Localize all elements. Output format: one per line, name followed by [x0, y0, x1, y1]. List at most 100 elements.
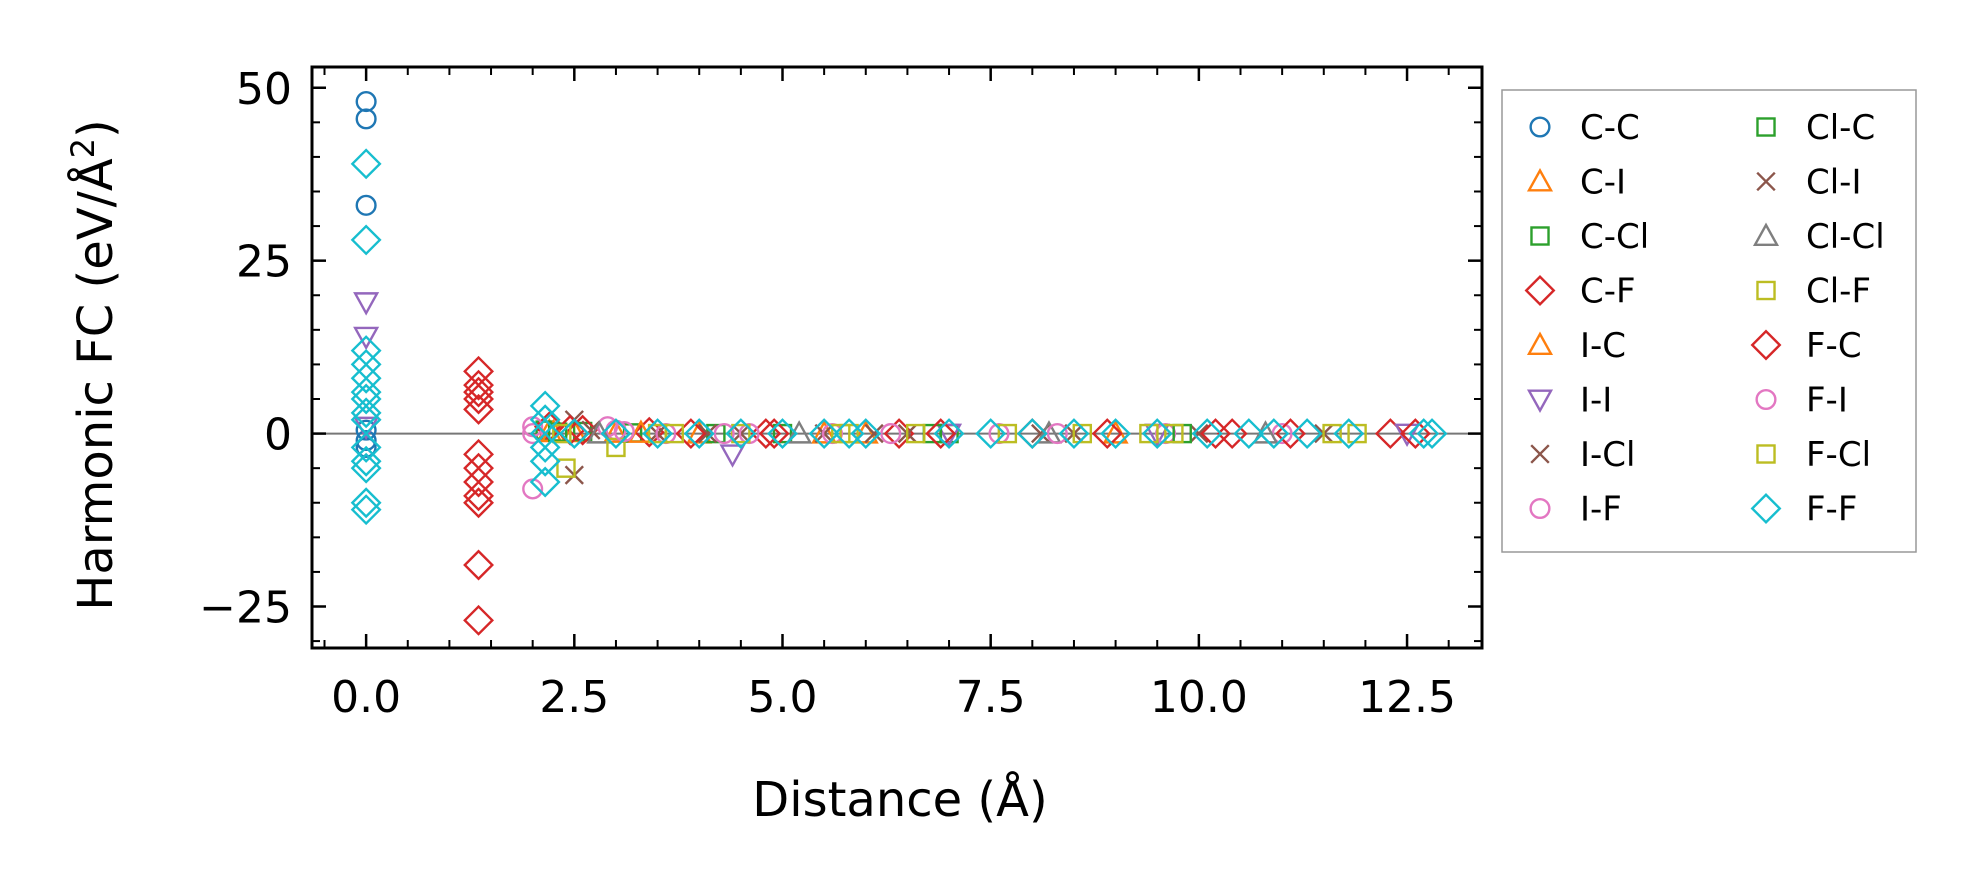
data-point-i-i — [719, 444, 746, 468]
y-axis-label-close: ) — [68, 119, 124, 138]
data-point-f-f — [529, 466, 561, 498]
data-point-f-i — [613, 420, 635, 443]
legend-item-f-f: F-F — [1750, 490, 1857, 530]
data-point-c-f — [567, 414, 599, 446]
legend-item-c-cl: C-Cl — [1530, 217, 1649, 257]
data-point-f-f — [1058, 418, 1090, 450]
data-point-f-f — [350, 487, 382, 519]
legend-label: F-I — [1806, 381, 1848, 421]
data-point-cl-i — [697, 423, 718, 444]
legend-label: C-F — [1580, 272, 1636, 312]
legend-marker-f-i — [1755, 388, 1777, 411]
legend-label: C-I — [1580, 163, 1626, 203]
data-point-f-f — [350, 431, 382, 463]
data-point-f-f — [642, 418, 674, 450]
y-tick-label: 0 — [264, 410, 292, 461]
data-point-f-f — [529, 445, 561, 477]
data-point-f-f — [600, 418, 632, 450]
data-point-cl-f — [1347, 423, 1367, 444]
data-point-f-cl — [1164, 423, 1184, 444]
data-point-f-cl — [997, 423, 1018, 444]
data-point-f-c — [1091, 418, 1123, 450]
data-point-f-f — [1416, 418, 1448, 450]
legend-item-cl-c: Cl-C — [1756, 108, 1875, 148]
y-tick-label: 50 — [236, 64, 292, 115]
x-tick-label: 12.5 — [1358, 672, 1456, 723]
x-axis-label: Distance (Å) — [752, 771, 1047, 828]
legend-marker-cl-c — [1756, 117, 1776, 137]
data-point-f-f — [350, 383, 382, 415]
legend-item-cl-cl: Cl-Cl — [1752, 217, 1885, 257]
data-point-c-f — [463, 604, 494, 636]
data-point-cl-f — [906, 423, 926, 444]
legend-marker-c-i — [1526, 168, 1554, 192]
data-point-f-cl — [831, 423, 851, 444]
data-point-f-f — [529, 431, 561, 463]
legend-frame — [1501, 89, 1917, 553]
data-point-f-f — [350, 452, 382, 484]
data-point-f-cl — [552, 423, 572, 444]
legend-marker-cl-f — [1756, 280, 1776, 301]
data-point-f-f — [1100, 418, 1132, 450]
data-point-f-f — [725, 418, 757, 450]
data-point-c-f — [463, 393, 494, 425]
x-tick-label: 10.0 — [1150, 672, 1248, 723]
data-point-c-cl — [772, 423, 793, 444]
legend-item-f-i: F-I — [1755, 381, 1848, 421]
data-point-f-i — [880, 423, 902, 445]
series-f-cl — [552, 423, 1184, 444]
legend-item-c-c: C-C — [1529, 108, 1640, 148]
legend-item-c-i: C-I — [1526, 163, 1626, 203]
data-point-cl-f — [1072, 423, 1093, 444]
data-point-f-f — [933, 418, 965, 450]
data-point-i-i — [353, 326, 380, 351]
legend-label: Cl-Cl — [1806, 217, 1885, 257]
legend-label: C-Cl — [1580, 217, 1649, 257]
data-point-cl-f — [1322, 423, 1342, 444]
series-f-i — [522, 420, 1068, 445]
data-point-f-i — [1046, 423, 1068, 445]
data-point-f-f — [350, 445, 382, 477]
legend-item-i-f: I-F — [1529, 490, 1622, 530]
legend-marker-f-f — [1750, 493, 1782, 524]
data-point-f-f — [767, 418, 798, 450]
data-point-f-f — [350, 362, 382, 394]
x-tick-label: 5.0 — [748, 672, 818, 723]
legend-item-i-i: I-I — [1526, 381, 1612, 421]
y-tick-label: 25 — [236, 237, 292, 288]
legend-marker-i-f — [1529, 497, 1551, 520]
data-point-f-f — [683, 418, 715, 450]
x-tick-label: 0.0 — [331, 672, 401, 723]
data-point-c-f — [463, 383, 494, 415]
data-point-c-i — [602, 419, 629, 443]
y-axis-label: Harmonic FC (eV/Å2) — [64, 119, 124, 611]
data-point-f-f — [1141, 418, 1173, 450]
data-point-cl-c — [547, 422, 568, 442]
legend-label: Cl-F — [1806, 272, 1871, 312]
series-c-c — [355, 91, 377, 458]
data-point-i-cl — [1189, 423, 1209, 444]
data-point-c-c — [355, 194, 377, 216]
legend-marker-c-f — [1524, 275, 1556, 306]
data-point-f-f — [350, 397, 382, 429]
data-point-f-f — [1291, 418, 1323, 450]
data-point-f-f — [1191, 418, 1223, 450]
legend-label: I-C — [1580, 326, 1626, 366]
legend-label: Cl-I — [1806, 163, 1861, 203]
data-point-f-f — [350, 148, 382, 180]
legend-marker-f-cl — [1756, 444, 1776, 464]
legend-item-i-cl: I-Cl — [1530, 435, 1635, 475]
data-point-c-c — [355, 108, 377, 130]
data-point-cl-f — [1139, 423, 1159, 444]
data-point-f-c — [1200, 418, 1231, 450]
data-point-cl-f — [556, 458, 576, 478]
y-axis-label-superscript: 2 — [64, 138, 102, 158]
x-tick-label: 7.5 — [956, 672, 1026, 723]
legend-label: I-Cl — [1580, 435, 1635, 475]
legend-marker-i-i — [1526, 389, 1554, 413]
data-point-f-f — [350, 224, 382, 256]
legend-marker-c-cl — [1530, 226, 1550, 246]
data-point-f-i — [713, 423, 735, 445]
data-point-f-f — [558, 418, 590, 450]
legend-item-cl-f: Cl-F — [1756, 272, 1871, 312]
